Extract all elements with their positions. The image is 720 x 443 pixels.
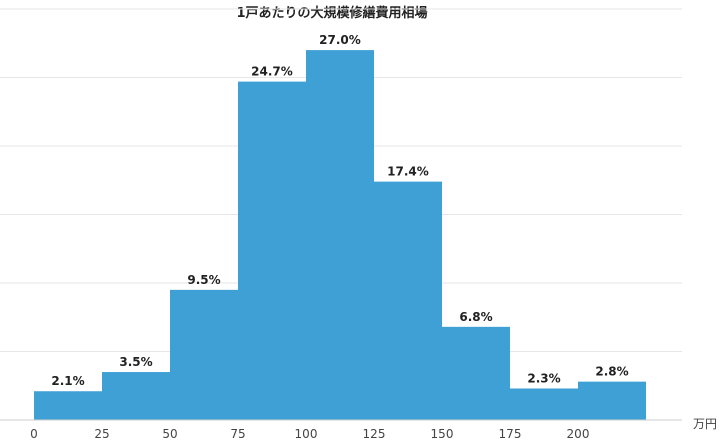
histogram-bar — [442, 326, 510, 420]
x-tick-label: 125 — [363, 427, 386, 441]
x-tick-label: 75 — [230, 427, 245, 441]
x-tick-label: 100 — [295, 427, 318, 441]
x-tick-label: 175 — [499, 427, 522, 441]
data-label: 24.7% — [251, 65, 293, 79]
x-tick-label: 50 — [162, 427, 177, 441]
x-unit-label: 万円 — [693, 417, 717, 431]
histogram-bar — [306, 50, 374, 420]
chart-title: 1戸あたりの大規模修繕費用相場 — [236, 5, 427, 21]
x-tick-label: 150 — [431, 427, 454, 441]
histogram-bar — [34, 391, 102, 420]
histogram-bar — [170, 289, 238, 420]
data-label: 2.3% — [527, 371, 560, 385]
data-label: 2.8% — [595, 365, 628, 379]
data-label: 17.4% — [387, 165, 429, 179]
bars — [34, 50, 646, 421]
histogram-bar — [510, 388, 578, 420]
x-tick-label: 25 — [94, 427, 109, 441]
data-label: 3.5% — [119, 355, 152, 369]
histogram-bar — [578, 381, 646, 420]
data-label: 9.5% — [187, 273, 220, 287]
x-tick-labels: 0 25 50 75 100 125 150 175 200 — [30, 427, 589, 441]
histogram-bar — [374, 181, 442, 420]
x-tick-label: 200 — [567, 427, 590, 441]
data-label: 27.0% — [319, 33, 361, 47]
histogram-bar — [238, 81, 306, 421]
data-label: 2.1% — [51, 374, 84, 388]
data-label: 6.8% — [459, 310, 492, 324]
x-tick-label: 0 — [30, 427, 38, 441]
histogram-bar — [102, 372, 170, 420]
data-labels: 2.1% 3.5% 9.5% 24.7% 27.0% 17.4% 6.8% 2.3% 2.8% — [51, 33, 628, 388]
